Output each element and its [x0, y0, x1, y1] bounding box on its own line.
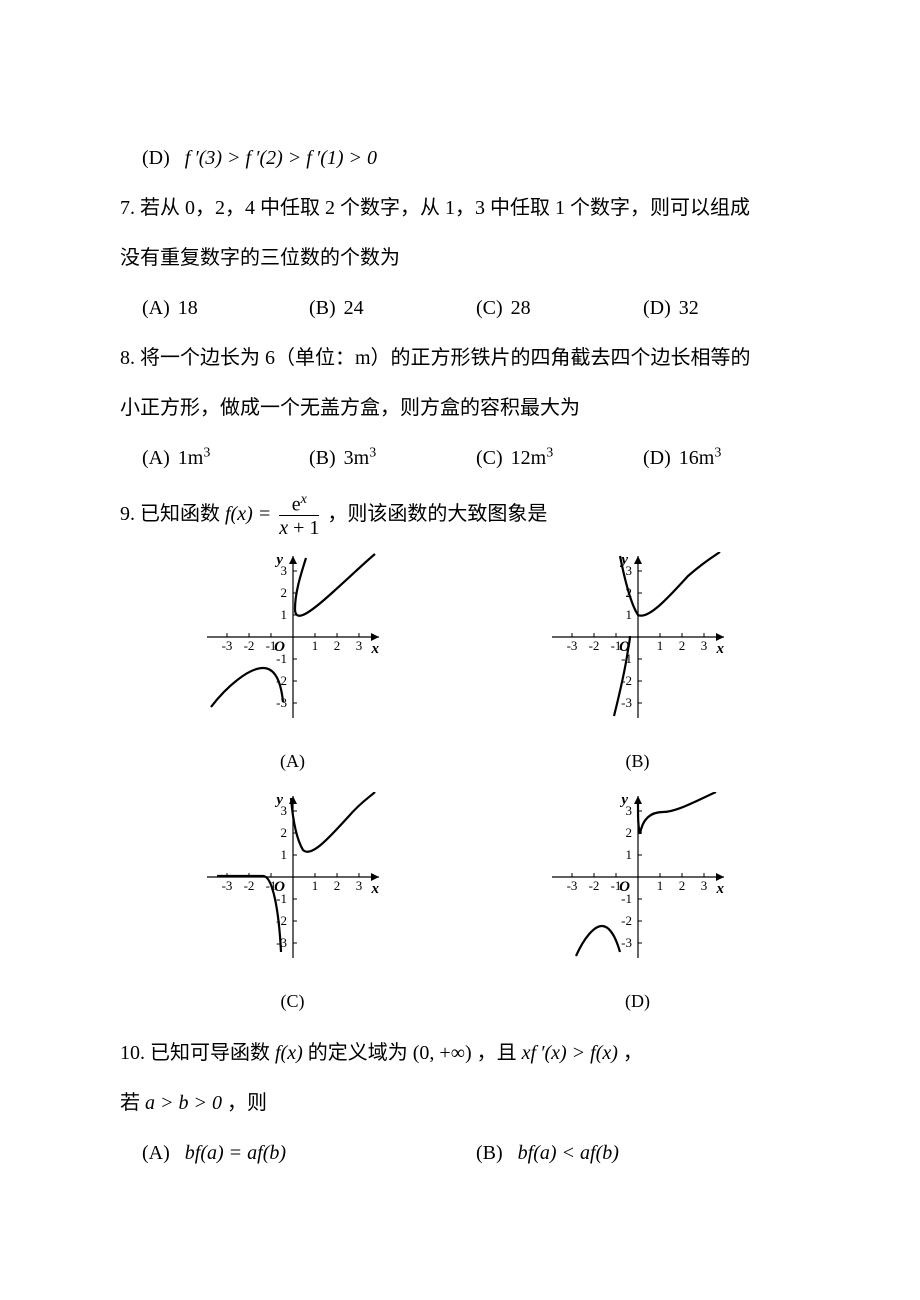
q10-stem-line2: 若 a > b > 0 ，则 — [120, 1081, 810, 1125]
svg-text:-2: -2 — [243, 878, 254, 893]
q9-graph-row-2: -3-2-1123-3-2-1123Oxy (C) -3-2-1123-3-2-… — [120, 792, 810, 1022]
svg-text:2: 2 — [625, 825, 632, 840]
q7-option-A: (A)18 — [142, 286, 309, 330]
q7-option-B: (B)24 — [309, 286, 476, 330]
svg-text:y: y — [274, 792, 283, 808]
q8-option-D: (D)16m3 — [643, 436, 810, 480]
q6-D-label: (D) — [142, 147, 170, 169]
svg-text:x: x — [370, 641, 379, 657]
svg-text:-3: -3 — [621, 935, 632, 950]
q7-options: (A)18 (B)24 (C)28 (D)32 — [120, 286, 810, 330]
q8-stem-line2: 小正方形，做成一个无盖方盒，则方盒的容积最大为 — [120, 386, 810, 430]
q9-graph-row-1: -3-2-1123-3-2-1123Oxy (A) -3-2-1123-3-2-… — [120, 552, 810, 782]
q9-graph-D: -3-2-1123-3-2-1123Oxy — [548, 792, 728, 962]
svg-text:1: 1 — [280, 847, 287, 862]
q6-option-D: (D) f ′(3) > f ′(2) > f ′(1) > 0 — [120, 136, 810, 180]
svg-text:O: O — [274, 639, 285, 655]
q9-graph-B: -3-2-1123-3-2-1123Oxy — [548, 552, 728, 722]
q9-graph-D-label: (D) — [548, 982, 728, 1022]
q9-graph-C: -3-2-1123-3-2-1123Oxy — [203, 792, 383, 962]
svg-text:y: y — [619, 792, 628, 808]
q7-option-D: (D)32 — [643, 286, 810, 330]
q10-option-B: (B) bf(a) < af(b) — [476, 1131, 810, 1175]
svg-text:2: 2 — [333, 638, 340, 653]
svg-text:-3: -3 — [221, 638, 232, 653]
svg-text:1: 1 — [311, 638, 318, 653]
q8-stem-line1: 8. 将一个边长为 6（单位：m）的正方形铁片的四角截去四个边长相等的 — [120, 336, 810, 380]
q8-option-C: (C)12m3 — [476, 436, 643, 480]
svg-text:-2: -2 — [243, 638, 254, 653]
q9-graph-C-cell: -3-2-1123-3-2-1123Oxy (C) — [203, 792, 383, 1022]
svg-text:x: x — [715, 881, 724, 897]
svg-text:2: 2 — [678, 638, 685, 653]
q9-graph-B-label: (B) — [548, 742, 728, 782]
svg-text:O: O — [619, 879, 630, 895]
q9-graph-B-cell: -3-2-1123-3-2-1123Oxy (B) — [548, 552, 728, 782]
q9-func: f(x) = — [225, 503, 276, 525]
svg-text:2: 2 — [333, 878, 340, 893]
q7-option-C: (C)28 — [476, 286, 643, 330]
svg-text:2: 2 — [280, 585, 287, 600]
svg-text:3: 3 — [355, 638, 362, 653]
q9-fraction: ex x + 1 — [279, 492, 319, 540]
svg-text:1: 1 — [311, 878, 318, 893]
q10-option-A: (A) bf(a) = af(b) — [142, 1131, 476, 1175]
svg-text:3: 3 — [355, 878, 362, 893]
svg-text:2: 2 — [678, 878, 685, 893]
svg-text:-2: -2 — [588, 638, 599, 653]
svg-text:3: 3 — [700, 638, 707, 653]
q7-stem-line1: 7. 若从 0，2，4 中任取 2 个数字，从 1，3 中任取 1 个数字，则可… — [120, 186, 810, 230]
svg-text:O: O — [274, 879, 285, 895]
q9-graph-C-label: (C) — [203, 982, 383, 1022]
svg-text:1: 1 — [625, 847, 632, 862]
svg-text:1: 1 — [656, 638, 663, 653]
q10-options: (A) bf(a) = af(b) (B) bf(a) < af(b) — [120, 1131, 810, 1175]
svg-text:-2: -2 — [621, 913, 632, 928]
svg-text:1: 1 — [280, 607, 287, 622]
svg-text:x: x — [715, 641, 724, 657]
q9-graph-A-cell: -3-2-1123-3-2-1123Oxy (A) — [203, 552, 383, 782]
q9-stem: 9. 已知函数 f(x) = ex x + 1 ，则该函数的大致图象是 — [120, 486, 810, 542]
svg-text:x: x — [370, 881, 379, 897]
svg-text:1: 1 — [656, 878, 663, 893]
svg-text:-3: -3 — [566, 878, 577, 893]
q7-stem-line2: 没有重复数字的三位数的个数为 — [120, 236, 810, 280]
q9-graph-A-label: (A) — [203, 742, 383, 782]
svg-text:3: 3 — [700, 878, 707, 893]
svg-text:2: 2 — [280, 825, 287, 840]
svg-text:-2: -2 — [588, 878, 599, 893]
q6-D-text: f ′(3) > f ′(2) > f ′(1) > 0 — [185, 147, 377, 169]
q8-option-B: (B)3m3 — [309, 436, 476, 480]
q9-graph-D-cell: -3-2-1123-3-2-1123Oxy (D) — [548, 792, 728, 1022]
svg-text:-3: -3 — [621, 695, 632, 710]
q10-stem-line1: 10. 已知可导函数 f(x) 的定义域为 (0, +∞) ，且 xf ′(x)… — [120, 1031, 810, 1075]
svg-text:-3: -3 — [221, 878, 232, 893]
q9-graph-A: -3-2-1123-3-2-1123Oxy — [203, 552, 383, 722]
q8-option-A: (A)1m3 — [142, 436, 309, 480]
svg-text:1: 1 — [625, 607, 632, 622]
q8-options: (A)1m3 (B)3m3 (C)12m3 (D)16m3 — [120, 436, 810, 480]
svg-text:-3: -3 — [566, 638, 577, 653]
svg-text:y: y — [274, 552, 283, 568]
